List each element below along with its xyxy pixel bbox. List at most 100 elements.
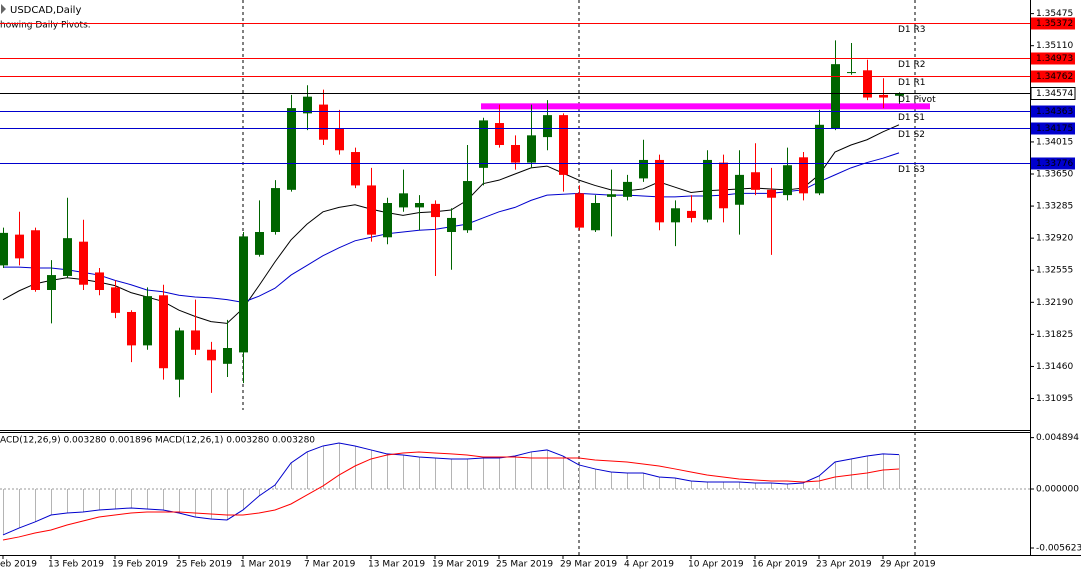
y-tick-label: 1.33285 [1036,202,1073,212]
candle-body [335,128,344,151]
candle-body [543,115,552,138]
y-tick-label: 0.000000 [1036,484,1079,494]
candle-body [255,232,264,255]
symbol-label: USDCAD,Daily [10,5,81,16]
candle-body [895,93,904,96]
y-tick-label: 1.35475 [1036,9,1073,19]
price-badge-label: 1.34574 [1036,89,1073,99]
x-tick-label: 10 Apr 2019 [688,560,744,570]
y-tick-label: 1.32190 [1036,298,1073,308]
candle-body [815,124,824,194]
candle-body [751,172,760,190]
candle-body [15,234,24,259]
x-tick-label: 19 Feb 2019 [112,560,168,570]
price-badge [1031,17,1075,30]
pivot-name: D1 S3 [898,165,925,175]
price-badge-label: 1.34762 [1036,72,1073,82]
pivot-name: D1 Pivot [898,95,936,105]
candle-body [159,295,168,369]
candle-body [223,348,232,364]
price-badge [1031,157,1075,170]
candle-body [367,185,376,235]
price-badge [1031,70,1075,83]
candle-body [463,181,472,231]
candle-body [319,104,328,140]
macd-line [2,442,900,536]
macd-line [2,451,900,541]
x-tick-label: 25 Mar 2019 [496,560,553,570]
candle-body [127,311,136,346]
x-tick-label: 1 Mar 2019 [240,560,292,570]
y-tick-label: 1.32555 [1036,266,1073,276]
candle-body [351,152,360,186]
candle-body [0,232,8,266]
price-badge-label: 1.35372 [1036,19,1073,29]
candle-body [495,123,504,146]
candle-body [79,241,88,285]
indicator-note: howing Daily Pivots. [0,21,91,31]
y-tick-label: 1.31825 [1036,330,1073,340]
x-tick-label: 25 Feb 2019 [176,560,232,570]
candle-body [31,230,40,291]
price-badge [1031,105,1075,118]
candle-body [447,217,456,233]
candle-body [783,165,792,196]
y-tick-label: 1.31095 [1036,394,1073,404]
price-badge-label: 1.34175 [1036,124,1073,134]
candle-body [623,181,632,197]
candle-body [703,159,712,220]
x-tick-label: 13 Mar 2019 [368,560,425,570]
candle-body [767,189,776,198]
candle-body [831,64,840,129]
candle-body [303,96,312,114]
y-tick-label: 1.34015 [1036,137,1073,147]
candle-body [671,208,680,223]
candle-body [559,115,568,175]
candle-body [239,236,248,353]
pivot-name: D1 S1 [898,113,925,123]
candle-body [415,203,424,208]
x-tick-label: 13 Feb 2019 [48,560,104,570]
candle-body [47,275,56,291]
pivot-name: D1 R2 [898,60,926,70]
candle-body [575,193,584,228]
candle-body [511,145,520,163]
y-tick-label: 1.35110 [1036,41,1073,51]
candle-body [799,157,808,194]
y-tick-label: 0.004894 [1036,433,1079,443]
x-tick-label: 29 Mar 2019 [560,560,617,570]
candle-body [143,296,152,346]
candle-body [847,72,856,74]
candle-body [527,135,536,163]
candle-body [383,203,392,238]
y-tick-label: 1.33650 [1036,170,1073,180]
pivot-name: D1 R1 [898,78,926,88]
candle-body [687,210,696,218]
pivot-name: D1 R3 [898,25,926,35]
y-tick-label: 1.32920 [1036,234,1073,244]
x-tick-label: 29 Apr 2019 [880,560,936,570]
candle-body [479,120,488,168]
macd-title: ACD(12,26,9) 0.003280 0.001896 MACD(12,2… [0,436,315,446]
price-badge [1030,87,1076,100]
x-tick-label: 16 Apr 2019 [752,560,808,570]
candle-body [719,162,728,209]
candle-body [735,174,744,205]
x-tick-label: 4 Apr 2019 [624,560,674,570]
price-badge [1031,122,1075,135]
price-badge [1031,52,1075,65]
candle-body [431,203,440,218]
y-tick-label: -0.005623 [1036,543,1081,553]
candle-body [111,287,120,313]
candle-body [95,272,104,291]
candle-body [655,159,664,223]
candle-body [63,238,72,276]
candle-body [191,330,200,350]
y-tick-label: 1.31460 [1036,362,1073,372]
pivot-name: D1 S2 [898,130,925,140]
candle-body [287,108,296,190]
candle-body [399,193,408,208]
highlight-zone [481,103,930,110]
candle-body [207,349,216,361]
